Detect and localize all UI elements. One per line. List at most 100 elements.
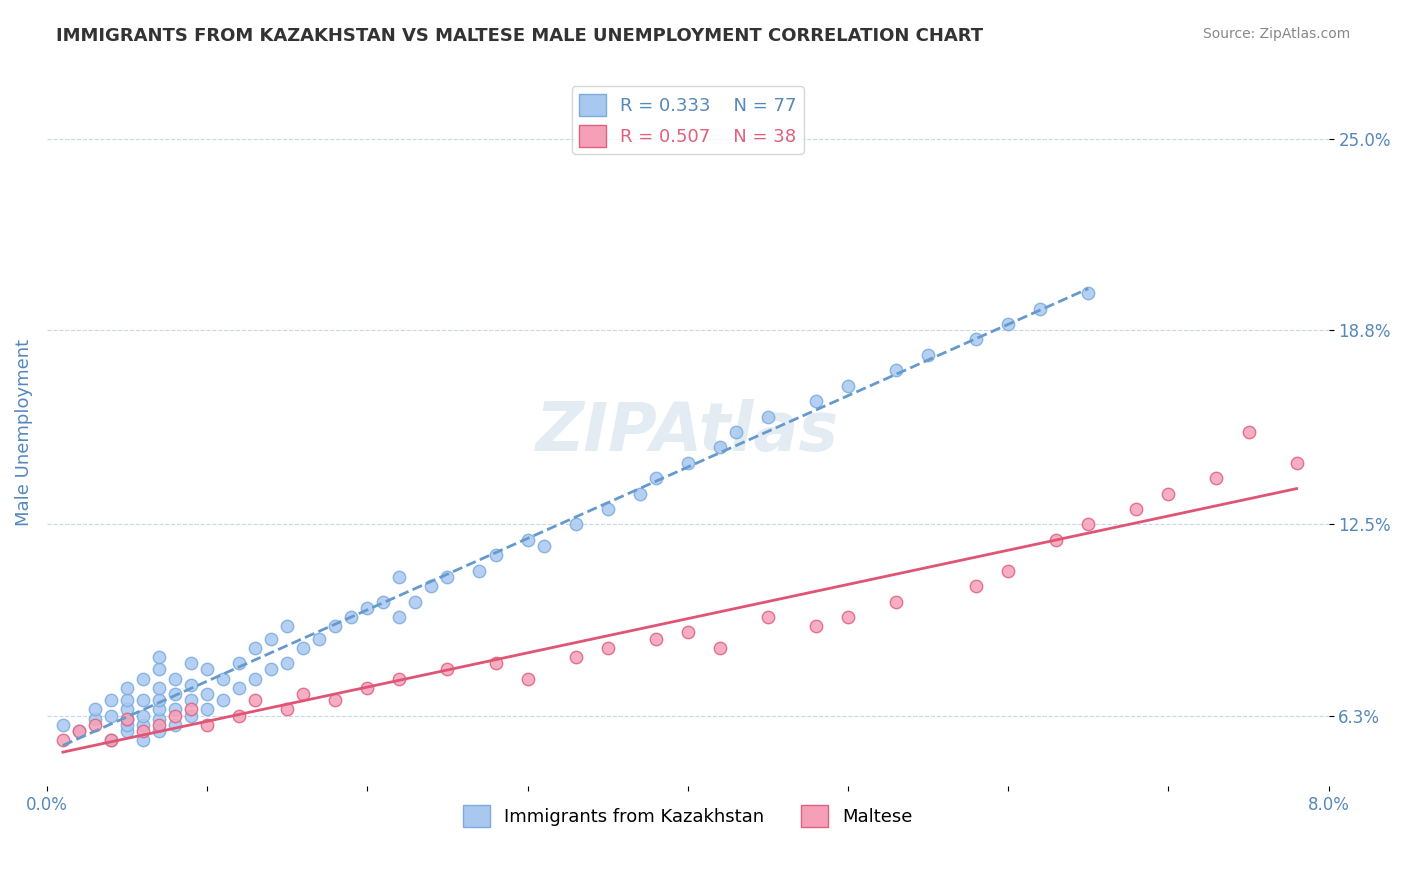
Point	[100, 733, 122, 747]
Point	[195, 718, 218, 732]
Point	[180, 678, 202, 692]
Point	[84, 702, 107, 716]
Point	[884, 363, 907, 377]
Point	[132, 718, 155, 732]
Point	[1285, 456, 1308, 470]
Point	[132, 733, 155, 747]
Point	[1077, 517, 1099, 532]
Point	[709, 441, 731, 455]
Point	[100, 733, 122, 747]
Point	[52, 733, 75, 747]
Point	[228, 681, 250, 695]
Point	[564, 517, 586, 532]
Point	[340, 610, 363, 624]
Point	[484, 549, 506, 563]
Point	[148, 681, 170, 695]
Point	[212, 693, 235, 707]
Point	[148, 650, 170, 665]
Point	[100, 693, 122, 707]
Point	[1029, 301, 1052, 316]
Point	[276, 702, 298, 716]
Point	[676, 625, 699, 640]
Point	[1045, 533, 1067, 547]
Point	[292, 687, 315, 701]
Text: Source: ZipAtlas.com: Source: ZipAtlas.com	[1202, 27, 1350, 41]
Point	[884, 594, 907, 608]
Point	[180, 708, 202, 723]
Point	[165, 672, 187, 686]
Point	[148, 718, 170, 732]
Point	[292, 640, 315, 655]
Point	[756, 610, 779, 624]
Point	[1237, 425, 1260, 439]
Point	[1205, 471, 1227, 485]
Point	[148, 702, 170, 716]
Point	[356, 600, 378, 615]
Point	[115, 702, 138, 716]
Point	[420, 579, 443, 593]
Legend: Immigrants from Kazakhstan, Maltese: Immigrants from Kazakhstan, Maltese	[456, 797, 920, 834]
Point	[484, 656, 506, 670]
Text: IMMIGRANTS FROM KAZAKHSTAN VS MALTESE MALE UNEMPLOYMENT CORRELATION CHART: IMMIGRANTS FROM KAZAKHSTAN VS MALTESE MA…	[56, 27, 983, 45]
Point	[132, 723, 155, 738]
Point	[243, 693, 266, 707]
Point	[67, 723, 90, 738]
Point	[148, 662, 170, 676]
Point	[195, 662, 218, 676]
Y-axis label: Male Unemployment: Male Unemployment	[15, 338, 32, 525]
Point	[676, 456, 699, 470]
Point	[115, 681, 138, 695]
Point	[724, 425, 747, 439]
Point	[436, 570, 458, 584]
Point	[1125, 502, 1147, 516]
Point	[644, 471, 666, 485]
Point	[1157, 486, 1180, 500]
Point	[100, 708, 122, 723]
Point	[67, 723, 90, 738]
Point	[628, 486, 651, 500]
Point	[564, 650, 586, 665]
Point	[165, 702, 187, 716]
Point	[997, 317, 1019, 331]
Point	[596, 640, 619, 655]
Point	[644, 632, 666, 646]
Point	[165, 708, 187, 723]
Point	[148, 712, 170, 726]
Point	[404, 594, 426, 608]
Point	[115, 712, 138, 726]
Point	[323, 619, 346, 633]
Point	[516, 533, 538, 547]
Point	[516, 672, 538, 686]
Point	[756, 409, 779, 424]
Point	[84, 718, 107, 732]
Point	[165, 687, 187, 701]
Point	[180, 702, 202, 716]
Point	[84, 712, 107, 726]
Point	[148, 723, 170, 738]
Point	[243, 640, 266, 655]
Point	[243, 672, 266, 686]
Point	[132, 693, 155, 707]
Point	[115, 718, 138, 732]
Point	[260, 632, 283, 646]
Point	[1077, 286, 1099, 301]
Point	[52, 718, 75, 732]
Point	[997, 564, 1019, 578]
Point	[323, 693, 346, 707]
Point	[276, 619, 298, 633]
Point	[148, 693, 170, 707]
Point	[965, 579, 987, 593]
Point	[837, 378, 859, 392]
Point	[132, 708, 155, 723]
Point	[276, 656, 298, 670]
Point	[115, 723, 138, 738]
Point	[132, 672, 155, 686]
Point	[260, 662, 283, 676]
Point	[965, 333, 987, 347]
Point	[356, 681, 378, 695]
Point	[533, 539, 555, 553]
Point	[180, 656, 202, 670]
Text: ZIPAtlas: ZIPAtlas	[536, 399, 839, 465]
Point	[388, 672, 411, 686]
Point	[212, 672, 235, 686]
